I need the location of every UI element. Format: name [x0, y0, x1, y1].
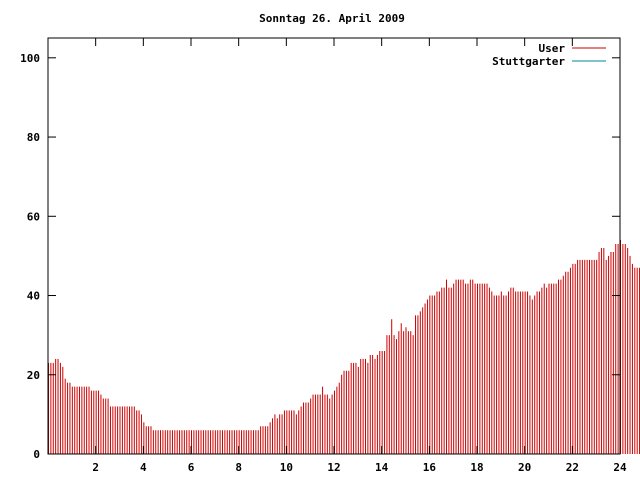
y-tick-label: 60 — [27, 210, 40, 223]
y-tick-label: 20 — [27, 369, 40, 382]
legend-label: User — [539, 42, 566, 55]
x-tick-label: 12 — [327, 461, 340, 474]
x-tick-label: 18 — [470, 461, 483, 474]
x-tick-label: 4 — [140, 461, 147, 474]
x-tick-label: 14 — [375, 461, 389, 474]
x-tick-label: 6 — [188, 461, 195, 474]
x-tick-label: 2 — [92, 461, 99, 474]
y-axis: 0 20 40 60 80 100 — [20, 52, 620, 461]
x-tick-label: 20 — [518, 461, 531, 474]
y-tick-label: 80 — [27, 131, 40, 144]
x-tick-label: 8 — [235, 461, 242, 474]
x-tick-label: 16 — [423, 461, 437, 474]
x-axis: 2 4 6 8 10 12 14 16 18 20 22 24 — [92, 38, 627, 474]
y-tick-label: 100 — [20, 52, 40, 65]
legend-label: Stuttgarter — [492, 55, 565, 68]
x-tick-label: 22 — [566, 461, 579, 474]
x-tick-label: 24 — [613, 461, 627, 474]
y-tick-label: 40 — [27, 290, 40, 303]
chart-title: Sonntag 26. April 2009 — [259, 12, 405, 25]
y-tick-label: 0 — [33, 448, 40, 461]
bars — [48, 240, 640, 454]
x-tick-label: 10 — [280, 461, 293, 474]
